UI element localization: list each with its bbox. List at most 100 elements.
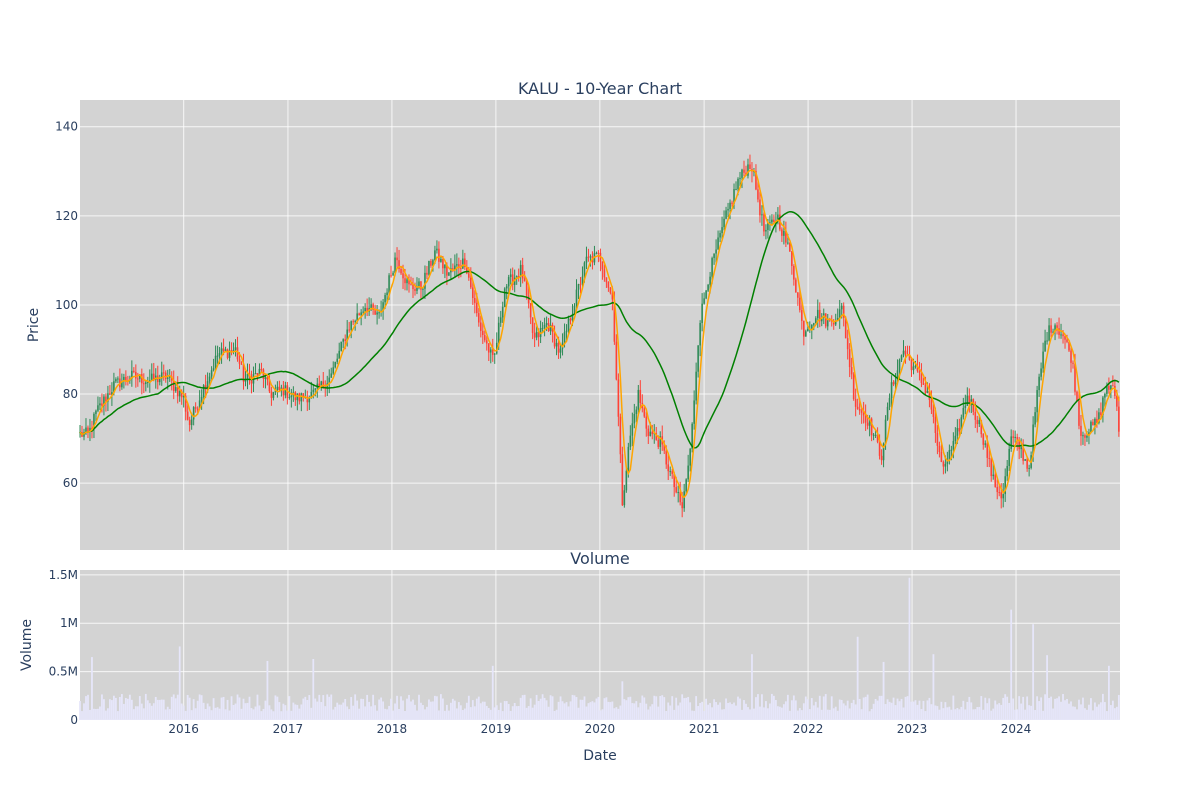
volume-bar	[196, 700, 199, 720]
candle-body	[1116, 395, 1118, 407]
price-candle	[454, 254, 456, 279]
volume-bar	[493, 707, 496, 720]
volume-bar	[996, 704, 999, 720]
volume-bar	[962, 700, 965, 720]
volume-y-tick-label: 0.5M	[49, 665, 78, 679]
volume-bar	[447, 710, 450, 720]
price-candle	[366, 298, 368, 317]
candle-body	[966, 395, 969, 406]
volume-bar	[521, 695, 524, 720]
candle-body	[1012, 436, 1014, 438]
volume-bar	[1070, 701, 1072, 720]
volume-bar	[202, 702, 205, 720]
candle-body	[89, 427, 91, 432]
volume-bar	[769, 703, 771, 720]
volume-bar	[743, 700, 745, 720]
volume-bar	[1060, 701, 1062, 720]
price-candle	[420, 281, 422, 299]
volume-bar	[603, 698, 606, 720]
volume-bar	[936, 706, 939, 720]
volume-bar	[164, 709, 167, 720]
candle-body	[472, 287, 474, 299]
volume-bar	[118, 696, 121, 720]
price-candle	[559, 344, 562, 359]
candle-body	[312, 389, 315, 392]
candle-body	[1026, 459, 1028, 469]
price-candle	[1002, 483, 1005, 508]
price-candle	[749, 154, 751, 170]
volume-bar	[174, 698, 177, 720]
volume-bar	[178, 646, 181, 720]
price-candle	[376, 305, 378, 325]
candle-body	[505, 286, 508, 289]
volume-bar	[838, 699, 841, 720]
candle-body	[998, 492, 1001, 494]
price-candle	[968, 388, 971, 413]
price-candle	[836, 308, 839, 322]
candle-body	[107, 393, 109, 402]
price-candle	[886, 402, 889, 421]
volume-bar	[942, 708, 945, 720]
volume-bar	[655, 696, 658, 720]
volume-bar	[605, 697, 608, 720]
volume-bar	[444, 710, 446, 720]
candle-body	[495, 342, 498, 354]
volume-bar	[818, 695, 821, 720]
candle-body	[663, 444, 666, 451]
candle-body	[141, 374, 143, 384]
slow-moving-average-line	[79, 210, 1120, 449]
candle-body	[468, 273, 470, 278]
price-candle	[97, 396, 99, 413]
candle-body	[442, 259, 444, 269]
candle-body	[587, 256, 590, 258]
volume-bar	[645, 703, 648, 720]
candle-body	[810, 324, 813, 329]
price-candle	[1076, 390, 1078, 402]
volume-bar	[533, 704, 536, 720]
volume-bar	[1102, 693, 1104, 720]
price-candle	[1118, 396, 1120, 437]
volume-bar	[950, 709, 953, 720]
candle-body	[976, 419, 979, 425]
price-candle	[246, 363, 249, 390]
volume-bar	[356, 700, 359, 720]
candle-body	[1016, 436, 1018, 442]
volume-bar	[637, 707, 640, 720]
candle-body	[1034, 412, 1036, 425]
volume-bar	[362, 698, 365, 720]
volume-bar	[497, 709, 500, 720]
volume-bar	[348, 709, 351, 720]
price-panel: 60 80 100 120 140 KALU - 10-Year Chart Price	[26, 79, 1120, 550]
volume-bar	[378, 699, 380, 720]
volume-y-tick-labels: 0 0.5M 1M 1.5M	[49, 568, 78, 727]
volume-bar	[142, 708, 145, 720]
price-candle	[1104, 392, 1106, 408]
volume-bar	[908, 577, 911, 720]
price-candle	[713, 253, 715, 265]
candle-body	[938, 445, 941, 453]
candle-body	[246, 373, 249, 380]
candle-body	[1040, 368, 1042, 377]
price-candle	[338, 342, 341, 359]
volume-bar	[1076, 709, 1078, 720]
candle-body	[876, 434, 879, 443]
volume-bar	[436, 696, 438, 720]
price-candle	[1058, 317, 1060, 339]
volume-y-tick-label: 1M	[60, 616, 78, 630]
volume-bar	[1062, 694, 1064, 720]
price-candle	[673, 472, 676, 497]
price-candle	[1108, 377, 1110, 394]
volume-bar	[545, 700, 548, 720]
candle-body	[491, 349, 494, 355]
candle-body	[848, 349, 851, 368]
price-candle	[797, 292, 799, 306]
volume-bar	[625, 700, 628, 720]
candle-body	[1098, 412, 1100, 424]
volume-bar	[844, 705, 847, 720]
volume-bar	[631, 703, 634, 720]
candle-body	[268, 379, 271, 392]
candle-body	[797, 292, 799, 298]
candle-body	[541, 327, 544, 329]
candle-body	[178, 390, 181, 397]
price-candle	[946, 451, 949, 472]
